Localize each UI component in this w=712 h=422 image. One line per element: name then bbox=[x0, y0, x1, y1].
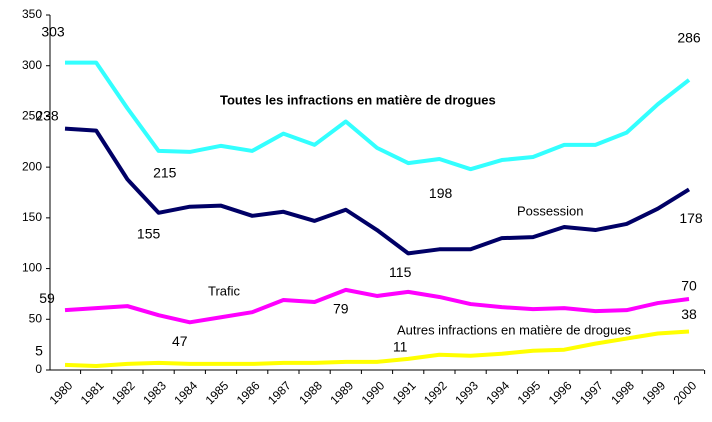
data-label: 5 bbox=[35, 343, 43, 359]
x-tick-label: 1997 bbox=[577, 378, 606, 407]
data-label: 79 bbox=[333, 301, 349, 317]
y-tick-label: 250 bbox=[22, 109, 42, 123]
x-tick-label: 1992 bbox=[421, 378, 450, 407]
x-tick-label: 1981 bbox=[78, 378, 107, 407]
data-label: 47 bbox=[172, 333, 188, 349]
y-tick-label: 50 bbox=[29, 311, 43, 325]
y-tick-label: 0 bbox=[35, 362, 42, 376]
x-tick-label: 1994 bbox=[483, 378, 512, 407]
x-tick-label: 1998 bbox=[608, 378, 637, 407]
data-label: 215 bbox=[153, 165, 177, 181]
line-series bbox=[64, 126, 691, 256]
x-tick-label: 1995 bbox=[515, 378, 544, 407]
x-tick-label: 1988 bbox=[296, 378, 325, 407]
data-label: 38 bbox=[681, 306, 697, 322]
x-tick-label: 1996 bbox=[546, 378, 575, 407]
y-tick-label: 300 bbox=[22, 58, 42, 72]
data-label: 303 bbox=[41, 23, 65, 39]
y-tick-label: 100 bbox=[22, 261, 42, 275]
x-tick-label: 1993 bbox=[452, 378, 481, 407]
data-label: 11 bbox=[393, 339, 408, 355]
x-tick-label: 1991 bbox=[390, 378, 419, 407]
series-label: Possession bbox=[517, 203, 583, 218]
data-label: 286 bbox=[677, 30, 701, 46]
data-label: 155 bbox=[137, 225, 161, 241]
data-label: 70 bbox=[681, 278, 697, 294]
x-tick-label: 1985 bbox=[203, 378, 232, 407]
line-series bbox=[64, 329, 690, 368]
data-label: 238 bbox=[35, 107, 59, 123]
line-series bbox=[64, 287, 690, 325]
series-label: Toutes les infractions en matière de dro… bbox=[220, 92, 496, 107]
x-tick-label: 1980 bbox=[47, 378, 76, 407]
data-label: 59 bbox=[39, 290, 55, 306]
data-label: 178 bbox=[679, 210, 703, 226]
y-tick-label: 150 bbox=[22, 210, 42, 224]
x-tick-label: 1986 bbox=[234, 378, 263, 407]
data-label: 115 bbox=[389, 264, 412, 280]
x-tick-label: 1989 bbox=[327, 378, 356, 407]
x-tick-label: 1990 bbox=[359, 378, 388, 407]
x-tick-label: 1983 bbox=[140, 378, 169, 407]
x-tick-label: 1999 bbox=[639, 378, 668, 407]
line-series bbox=[65, 60, 691, 172]
x-tick-label: 2000 bbox=[671, 378, 700, 407]
y-tick-label: 200 bbox=[22, 159, 42, 173]
series-label: Autres infractions en matière de drogues bbox=[397, 322, 632, 337]
y-tick-label: 350 bbox=[22, 7, 42, 21]
x-tick-label: 1987 bbox=[265, 378, 294, 407]
x-tick-label: 1984 bbox=[171, 378, 200, 407]
x-tick-label: 1982 bbox=[109, 378, 138, 407]
series-label: Trafic bbox=[208, 283, 241, 298]
data-label: 198 bbox=[429, 185, 453, 201]
